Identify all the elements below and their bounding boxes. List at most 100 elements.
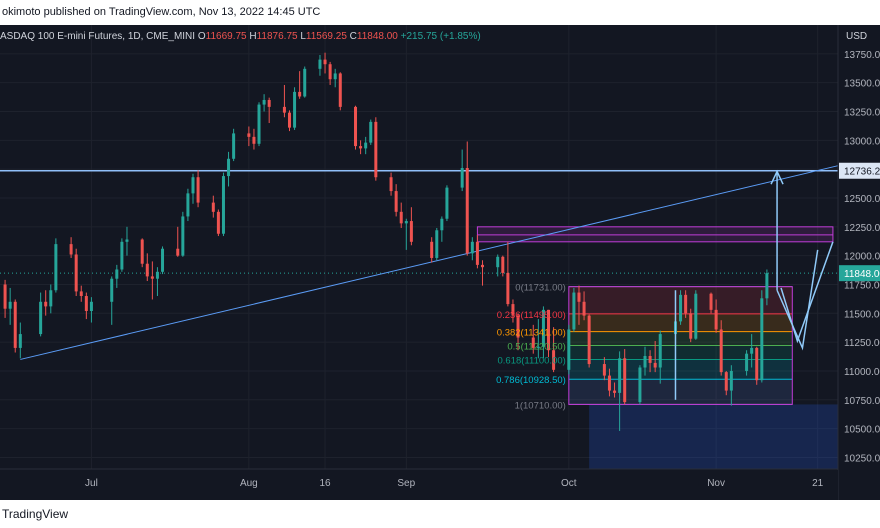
candle-body [648,355,652,363]
change-value: +215.75 (+1.85%) [400,31,481,42]
candle [369,119,373,145]
candle [729,365,733,406]
candle-body [247,133,251,137]
candle-body [181,216,185,256]
candle-body [150,276,154,279]
candle [552,327,556,373]
candle [480,260,484,286]
candle-body [79,291,83,297]
candle-body [729,370,733,391]
candle [374,117,378,181]
candlestick-chart[interactable]: 0(11731.00) 0.236(11495.00) 0.382(11341.00… [0,25,880,500]
candle-body [282,106,286,113]
candle-body [552,350,556,370]
candle-body [369,121,373,143]
candle [765,269,769,306]
fib-level-label: 0.786(10928.50) [496,375,566,386]
candle-body [465,168,469,254]
candle-body [364,142,368,149]
candle-body [13,301,17,348]
candle-body [221,176,225,234]
candle [506,241,510,307]
candle-body [496,256,500,268]
candle [470,237,474,261]
candle [648,350,652,373]
price-tick-label: 13250.00 [844,107,880,118]
candle [145,253,149,282]
candle-body [323,59,327,65]
candle [176,226,180,257]
candle [54,238,58,293]
candle [287,110,291,132]
candle [567,324,571,375]
publisher-text: okimoto published on TradingView.com, No… [2,6,321,18]
candle [445,185,449,222]
candle-body [755,347,759,381]
resistance-band [476,226,834,243]
high-label: H [249,31,257,42]
candle [79,285,83,302]
candle-body [440,218,444,231]
candle-body [18,334,22,348]
candle-body [501,256,505,273]
candle [89,297,93,323]
price-tick-label: 10500.00 [844,425,880,436]
candle [115,264,119,288]
close-value: 11848.00 [356,31,398,42]
candle [298,71,302,99]
candle-body [430,241,434,258]
time-tick-label: 16 [319,478,331,489]
candle [709,292,713,314]
candle-body [638,367,642,403]
candle [39,292,43,337]
chart-area[interactable]: 0(11731.00) 0.236(11495.00) 0.382(11341.00… [0,25,880,500]
time-tick-label: Aug [240,478,258,489]
price-tick-label: 10250.00 [844,453,880,464]
candle [516,313,520,351]
candle [409,207,413,246]
candle [587,314,591,368]
candle [623,349,627,405]
candle [110,276,114,325]
high-value: 11876.75 [256,31,298,42]
candle [211,195,215,218]
price-tick-label: 11000.00 [844,367,880,378]
candle [282,84,286,118]
candle [394,184,398,217]
candle-body [582,301,586,316]
candle-body [120,241,124,270]
candle-body [760,298,764,381]
level-badge-label: 12736.2 [844,167,880,178]
candle-body [115,269,119,279]
candle-body [547,309,551,351]
candle [13,299,17,353]
candle [155,267,159,297]
candle [389,172,393,196]
candle [440,216,444,242]
candle-body [374,121,378,178]
low-value: 11569.25 [305,31,347,42]
candle [44,290,48,316]
candle-body [389,177,393,192]
candle [714,299,718,333]
candle [653,340,657,373]
candle-body [267,99,271,107]
candle-body [84,296,88,312]
candle [303,66,307,98]
candle [257,102,261,147]
candle-body [409,221,413,242]
candle [679,290,683,325]
price-tick-label: 12250.00 [844,223,880,234]
close-label: C [349,31,357,42]
candle [724,370,728,396]
candle-body [232,133,236,159]
projection-path-1 [776,249,819,351]
candle-body [445,187,449,219]
candle [3,279,7,318]
candle-body [155,271,159,279]
price-axis-bg [838,25,880,500]
candle [221,172,225,237]
candle [658,330,662,384]
time-axis-bg [0,470,838,500]
candle-body [679,294,683,322]
